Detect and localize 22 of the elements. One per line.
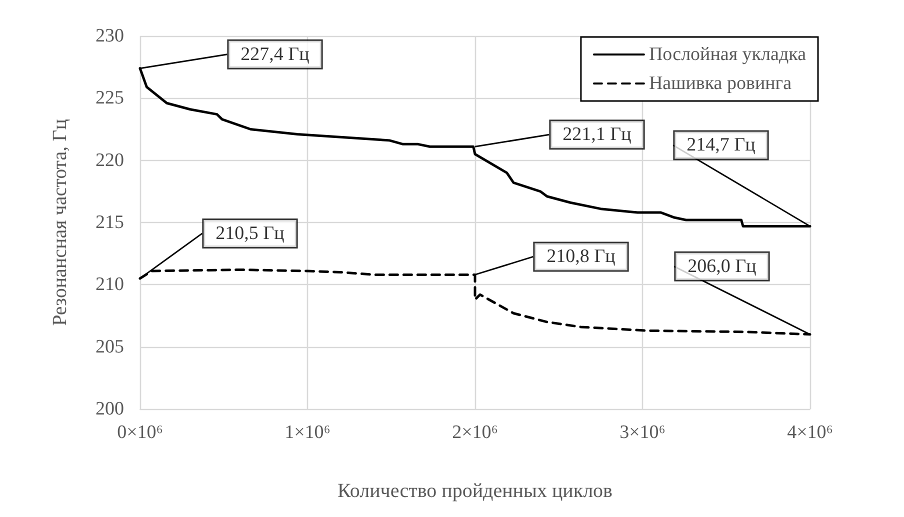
x-tick-label: 1×10⁶ [284, 422, 330, 443]
annotation: 210,5 Гц [216, 222, 284, 244]
annotation: 227,4 Гц [240, 44, 310, 65]
annotation: 221,1 Гц [562, 124, 632, 146]
x-tick-label: 4×10⁶ [787, 422, 833, 443]
y-tick-label: 225 [96, 88, 124, 109]
x-axis-title: Количество пройденных циклов [338, 480, 612, 502]
annotation: 214,7 Гц [686, 134, 756, 156]
legend-label: Послойная укладка [648, 44, 807, 65]
y-tick-label: 205 [96, 336, 124, 358]
annotation: 206,0 Гц [688, 256, 756, 277]
x-tick-label: 3×10⁶ [620, 422, 666, 443]
annotation: 210,8 Гц [546, 246, 616, 268]
y-tick-label: 215 [96, 212, 124, 233]
y-tick-label: 230 [96, 26, 124, 46]
x-tick-label: 0×10⁶ [117, 422, 163, 443]
y-tick-label: 220 [96, 150, 124, 171]
y-tick-label: 210 [96, 274, 124, 296]
y-tick-label: 200 [96, 398, 124, 420]
legend-label: Нашивка ровинга [648, 73, 792, 94]
x-tick-label: 2×10⁶ [452, 422, 498, 443]
y-axis-title: Резонансная частота, Гц [49, 118, 71, 326]
